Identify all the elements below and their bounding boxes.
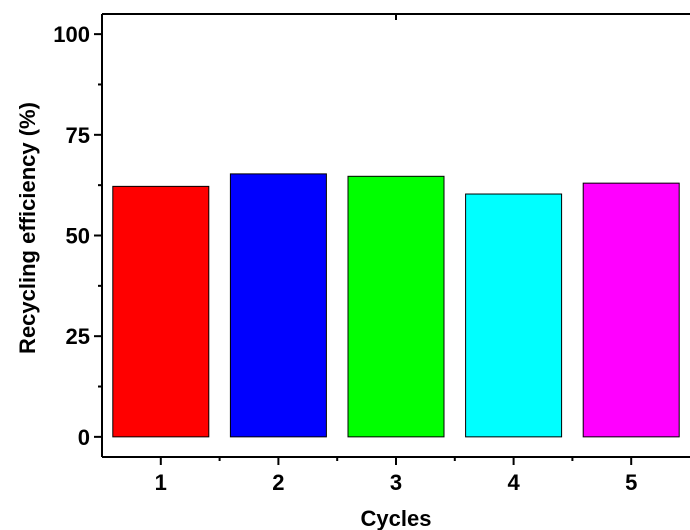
bar-cycle-2: [229, 173, 327, 438]
y-tick-label: 50: [66, 224, 90, 249]
y-tick-label: 0: [78, 425, 90, 450]
y-axis-ticks: 0 25 50 75 100: [53, 14, 397, 450]
y-tick-label: 25: [66, 324, 90, 349]
x-axis-title: Cycles: [361, 506, 432, 530]
bar-cycle-5: [582, 182, 680, 438]
bar-cycle-3: [347, 175, 445, 438]
x-tick-label: 1: [155, 470, 167, 495]
bars-group: [112, 173, 680, 438]
bar-cycle-4: [465, 193, 563, 438]
x-tick-label: 2: [272, 470, 284, 495]
y-tick-label: 100: [53, 22, 90, 47]
y-axis-title: Recycling efficiency (%): [15, 102, 40, 354]
x-tick-label: 5: [625, 470, 637, 495]
x-tick-label: 3: [390, 470, 402, 495]
y-tick-label: 75: [66, 123, 90, 148]
x-axis-ticks: 1 2 3 4 5: [155, 457, 637, 495]
bar-cycle-1: [112, 185, 210, 438]
x-tick-label: 4: [507, 470, 520, 495]
